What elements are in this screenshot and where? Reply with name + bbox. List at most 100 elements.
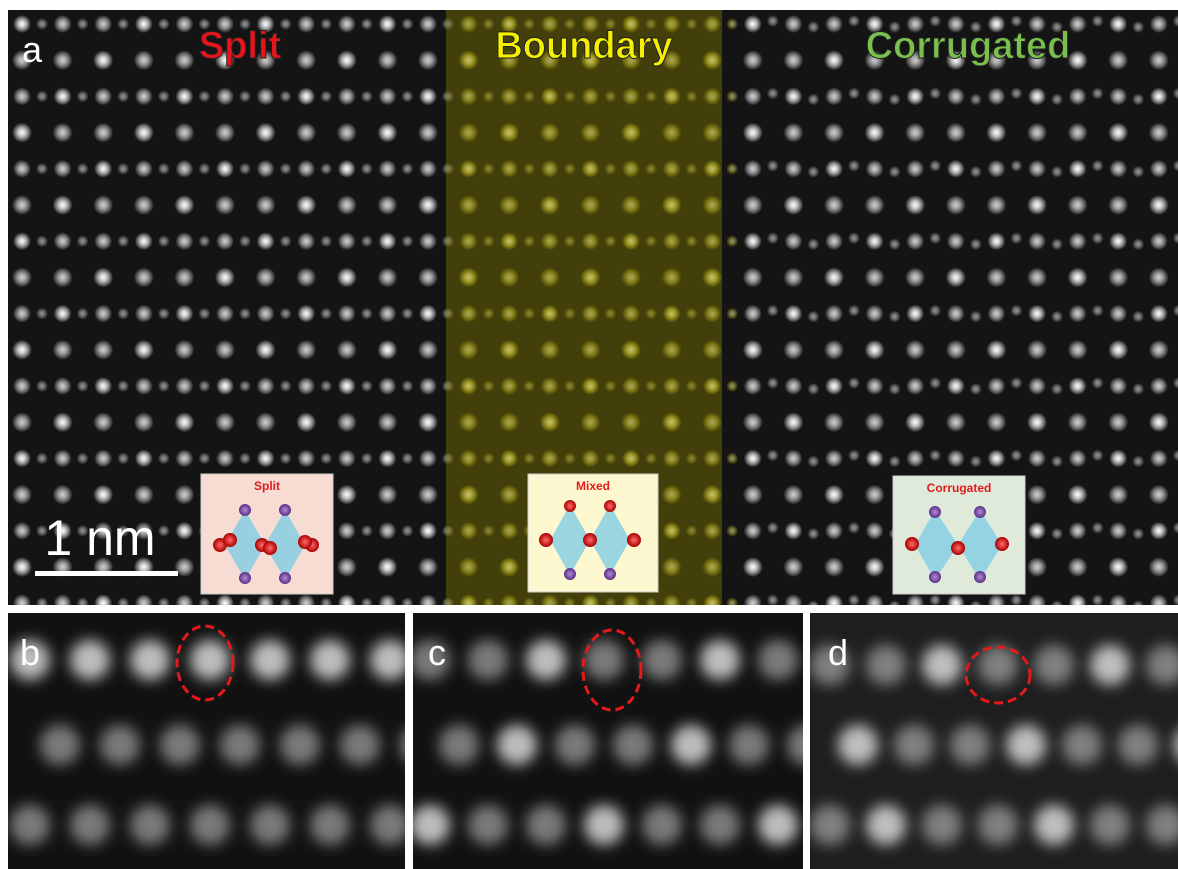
- atom: [970, 93, 982, 105]
- atom: [986, 267, 1006, 287]
- atom: [53, 340, 73, 360]
- atom: [1068, 267, 1088, 287]
- atom: [970, 383, 982, 395]
- atom: [947, 232, 965, 250]
- atom: [175, 522, 193, 540]
- atom: [922, 805, 962, 845]
- atom: [824, 557, 844, 577]
- atom: [784, 232, 802, 250]
- atom: [54, 232, 72, 250]
- atom: [700, 640, 740, 680]
- atom: [117, 452, 129, 464]
- atom: [824, 412, 844, 432]
- atom: [1132, 311, 1144, 323]
- atom: [36, 90, 48, 102]
- atom: [175, 449, 193, 467]
- atom: [93, 123, 113, 143]
- atom: [320, 380, 332, 392]
- atom: [239, 90, 251, 102]
- atom: [1149, 50, 1169, 70]
- atom: [986, 195, 1006, 215]
- atom: [377, 485, 397, 505]
- atom: [418, 195, 438, 215]
- atom: [1108, 557, 1128, 577]
- atom: [12, 485, 32, 505]
- atom: [1132, 238, 1144, 250]
- atom: [419, 160, 437, 178]
- atom: [377, 267, 397, 287]
- atom: [320, 18, 332, 30]
- panel-label: c: [428, 632, 446, 673]
- atom: [134, 412, 154, 432]
- atom: [337, 340, 357, 360]
- atom: [53, 123, 73, 143]
- atom: [280, 308, 292, 320]
- atom: [729, 725, 769, 765]
- atom: [848, 449, 860, 461]
- atom: [134, 195, 154, 215]
- atom: [94, 160, 112, 178]
- atom: [13, 232, 31, 250]
- atom: [256, 123, 276, 143]
- atom: [1051, 383, 1063, 395]
- atom: [744, 449, 762, 467]
- atom: [987, 232, 1005, 250]
- atom: [1149, 195, 1169, 215]
- atom: [866, 160, 884, 178]
- atom: [986, 340, 1006, 360]
- atom: [296, 412, 316, 432]
- atom: [726, 308, 738, 320]
- atom: [1028, 522, 1046, 540]
- atom: [100, 725, 140, 765]
- atom: [1028, 232, 1046, 250]
- atom: [320, 452, 332, 464]
- atom: [1028, 377, 1046, 395]
- atom: [783, 267, 803, 287]
- atom: [978, 805, 1018, 845]
- atom: [378, 594, 396, 612]
- atom: [613, 725, 653, 765]
- atom: [1069, 594, 1087, 612]
- atom: [744, 15, 762, 33]
- atom: [377, 340, 397, 360]
- atom: [370, 640, 410, 680]
- atom: [743, 267, 763, 287]
- atom: [1150, 522, 1168, 540]
- atom: [767, 232, 779, 244]
- atom: [1028, 160, 1046, 178]
- atom: [906, 87, 924, 105]
- atom: [215, 123, 235, 143]
- atom: [783, 50, 803, 70]
- atom: [239, 235, 251, 247]
- atom: [807, 455, 819, 467]
- atom: [280, 18, 292, 30]
- atom: [865, 340, 885, 360]
- atom: [744, 377, 762, 395]
- atom: [117, 235, 129, 247]
- atom: [296, 267, 316, 287]
- atom: [905, 267, 925, 287]
- atom: [726, 235, 738, 247]
- atom: [418, 50, 438, 70]
- atom: [13, 160, 31, 178]
- atom: [174, 485, 194, 505]
- region-title: Split: [199, 25, 282, 67]
- atom: [77, 597, 89, 609]
- atom: [174, 412, 194, 432]
- atom: [54, 15, 72, 33]
- atom: [866, 805, 906, 845]
- atom: [889, 93, 901, 105]
- atom: [906, 449, 924, 467]
- atom: [807, 21, 819, 33]
- atom: [865, 267, 885, 287]
- atom: [36, 235, 48, 247]
- atom: [1027, 485, 1047, 505]
- atom: [865, 412, 885, 432]
- atom: [807, 600, 819, 612]
- atom: [361, 235, 373, 247]
- atom: [419, 522, 437, 540]
- atom: [1149, 123, 1169, 143]
- atom: [257, 87, 275, 105]
- atom: [378, 160, 396, 178]
- atom: [337, 412, 357, 432]
